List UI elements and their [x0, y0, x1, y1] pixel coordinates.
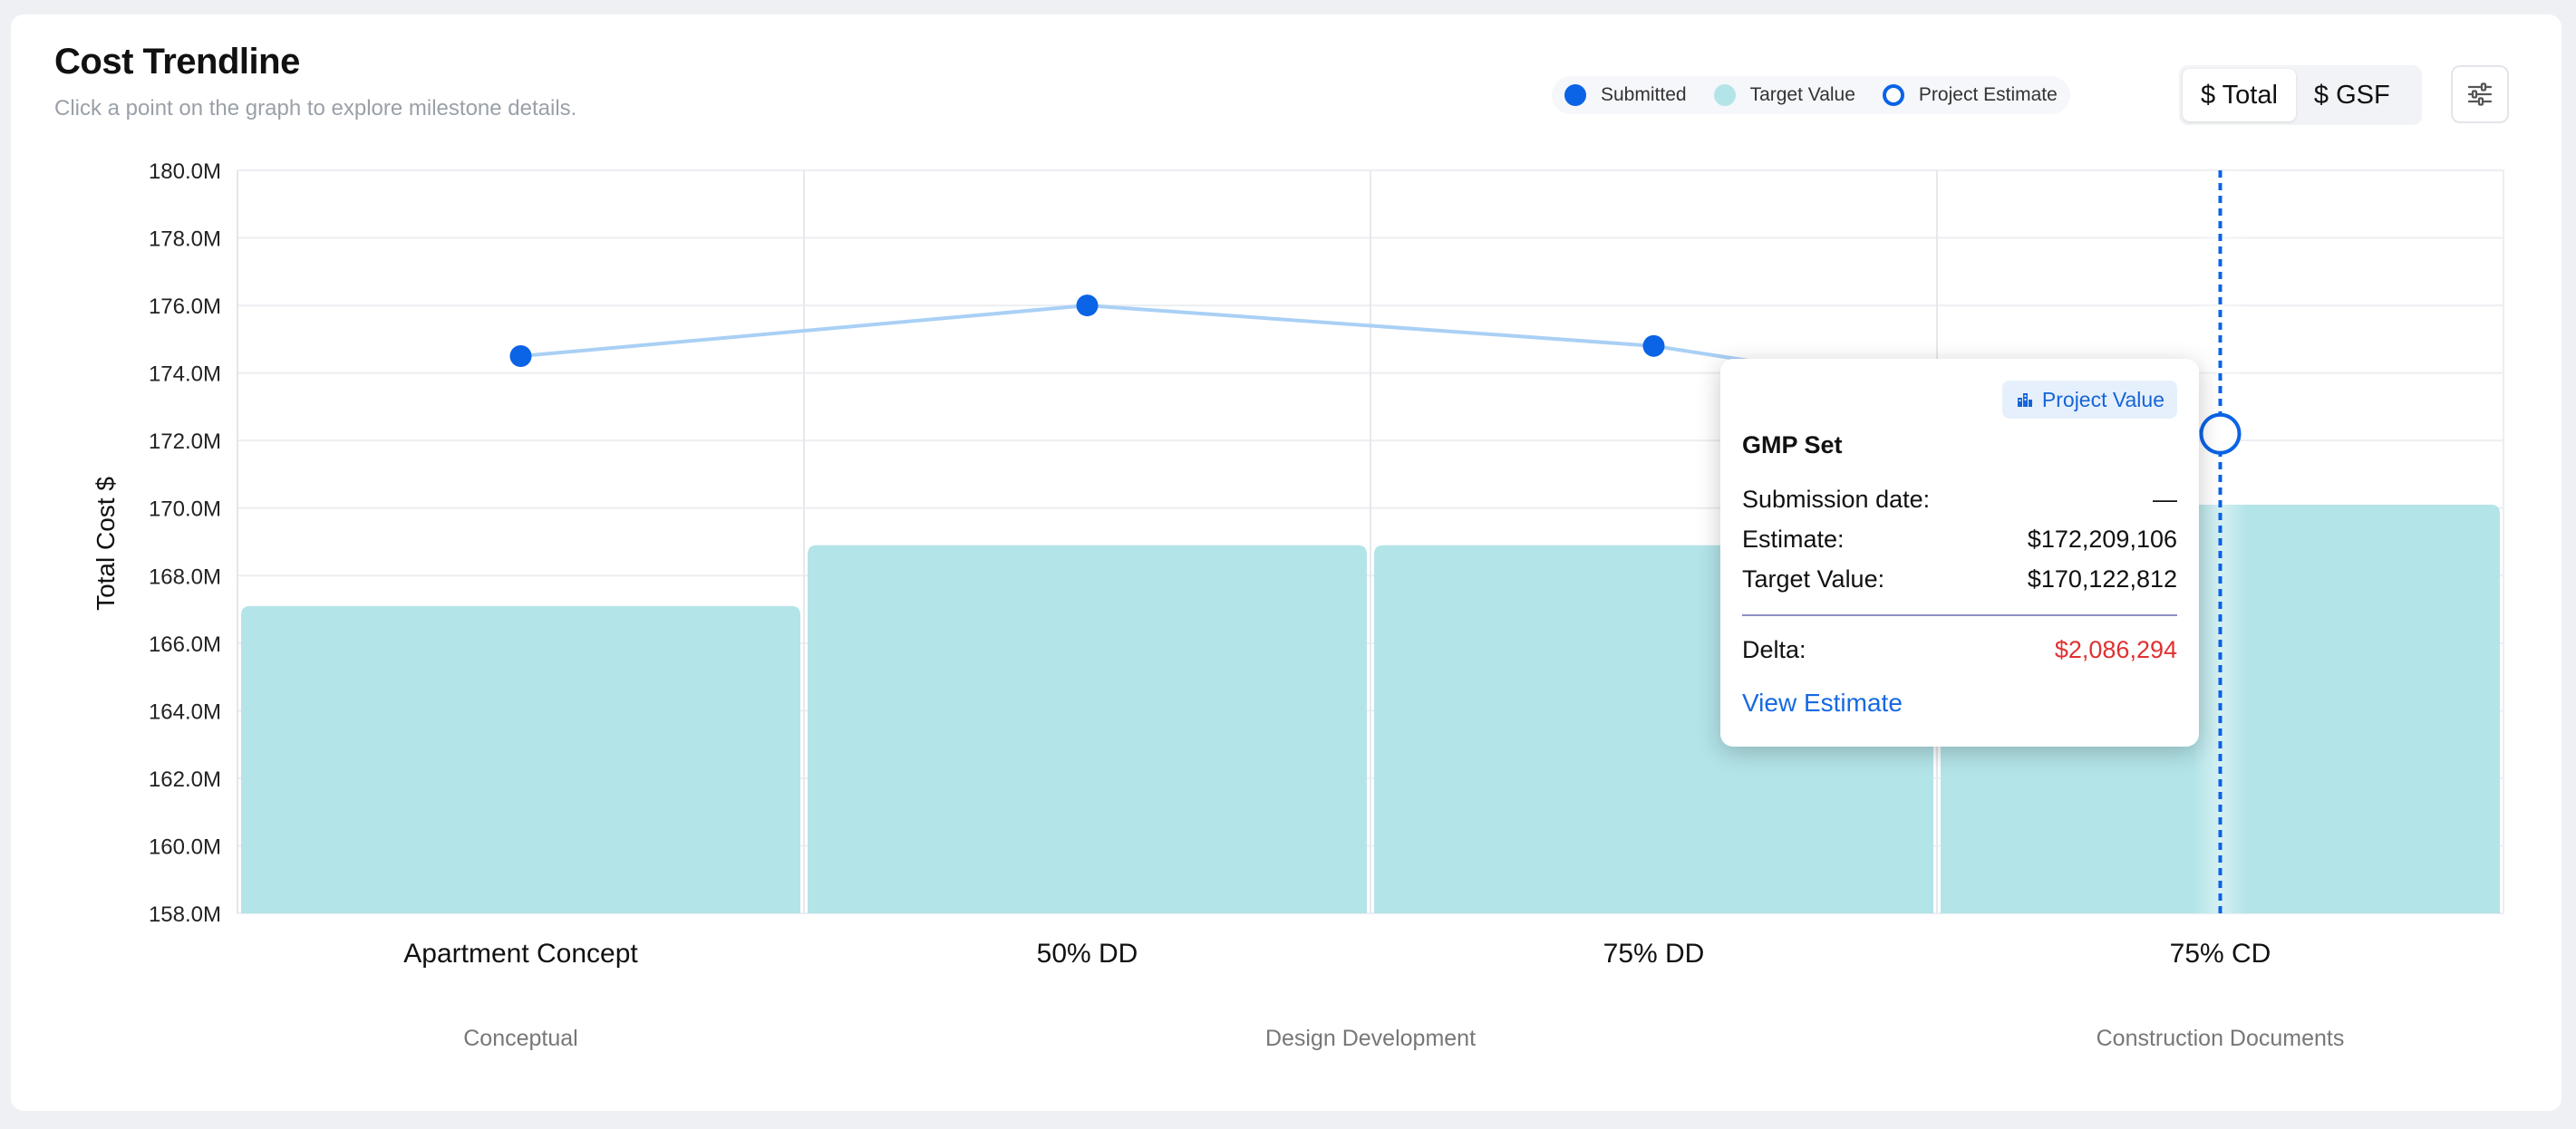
y-axis-label: Total Cost $	[92, 477, 120, 611]
toggle-gsf-button[interactable]: $ GSF	[2313, 80, 2390, 110]
y-tick-label: 178.0M	[149, 227, 221, 252]
y-tick-label: 172.0M	[149, 429, 221, 454]
legend: Submitted Target Value Project Estimate	[1552, 76, 2070, 114]
tooltip-row-delta: Delta: $2,086,294	[1742, 636, 2177, 664]
y-tick-label: 166.0M	[149, 632, 221, 657]
target-value-bar	[808, 545, 1367, 913]
legend-item-submitted[interactable]: Submitted	[1564, 84, 1687, 106]
project-value-badge: Project Value	[2001, 381, 2177, 419]
milestone-tooltip: Project Value GMP Set Submission date: —…	[1720, 359, 2199, 747]
y-tick-label: 158.0M	[149, 902, 221, 927]
submitted-point	[1076, 294, 1099, 317]
x-tick-label: 75% CD	[2170, 939, 2271, 969]
legend-swatch-project-estimate	[1882, 84, 1904, 106]
legend-swatch-submitted	[1564, 84, 1586, 106]
legend-item-project-estimate[interactable]: Project Estimate	[1882, 84, 2058, 106]
legend-item-target-value[interactable]: Target Value	[1713, 84, 1855, 106]
phase-label: Design Development	[1265, 1026, 1476, 1051]
submitted-point	[509, 345, 532, 367]
metric-toggle: $ Total $ GSF	[2179, 65, 2422, 125]
row-label: Submission date:	[1742, 486, 1931, 513]
row-value: $170,122,812	[2027, 565, 2177, 593]
y-tick-label: 168.0M	[149, 564, 221, 589]
delta-value: $2,086,294	[2054, 636, 2177, 663]
x-tick-label: Apartment Concept	[403, 939, 638, 969]
view-estimate-link[interactable]: View Estimate	[1742, 689, 1903, 717]
row-label: Target Value:	[1742, 565, 1885, 593]
y-tick-label: 170.0M	[149, 497, 221, 522]
building-icon	[2017, 393, 2032, 407]
y-tick-label: 160.0M	[149, 835, 221, 859]
chart-title: Cost Trendline	[54, 42, 300, 82]
phase-label: Construction Documents	[2097, 1026, 2345, 1051]
settings-button[interactable]	[2451, 65, 2509, 123]
tooltip-row-estimate: Estimate: $172,209,106	[1742, 526, 2177, 554]
y-tick-label: 176.0M	[149, 294, 221, 319]
legend-label: Submitted	[1601, 84, 1687, 105]
x-tick-label: 50% DD	[1037, 939, 1138, 969]
tooltip-row-submission-date: Submission date: —	[1742, 486, 2177, 514]
tooltip-row-target-value: Target Value: $170,122,812	[1742, 565, 2177, 593]
y-tick-label: 162.0M	[149, 767, 221, 792]
badge-label: Project Value	[2041, 387, 2164, 411]
target-value-bar	[241, 605, 800, 913]
y-tick-label: 174.0M	[149, 362, 221, 387]
x-tick-label: 75% DD	[1603, 939, 1705, 969]
legend-label: Target Value	[1749, 84, 1855, 105]
tooltip-title: GMP Set	[1742, 431, 1843, 458]
legend-label: Project Estimate	[1918, 84, 2058, 105]
row-value: $172,209,106	[2027, 526, 2177, 553]
row-value: —	[2153, 486, 2177, 513]
y-tick-label: 164.0M	[149, 700, 221, 724]
row-label: Estimate:	[1742, 526, 1845, 553]
submitted-point	[1642, 334, 1665, 357]
sliders-icon	[2467, 82, 2493, 106]
legend-swatch-target-value	[1713, 84, 1736, 106]
tooltip-divider	[1742, 614, 2177, 616]
row-label: Delta:	[1742, 636, 1806, 663]
toggle-total-button[interactable]: $ Total	[2183, 69, 2296, 121]
project-estimate-point	[2199, 412, 2242, 455]
chart-subtitle: Click a point on the graph to explore mi…	[54, 96, 577, 121]
phase-label: Conceptual	[463, 1026, 577, 1051]
y-tick-label: 180.0M	[149, 159, 221, 184]
